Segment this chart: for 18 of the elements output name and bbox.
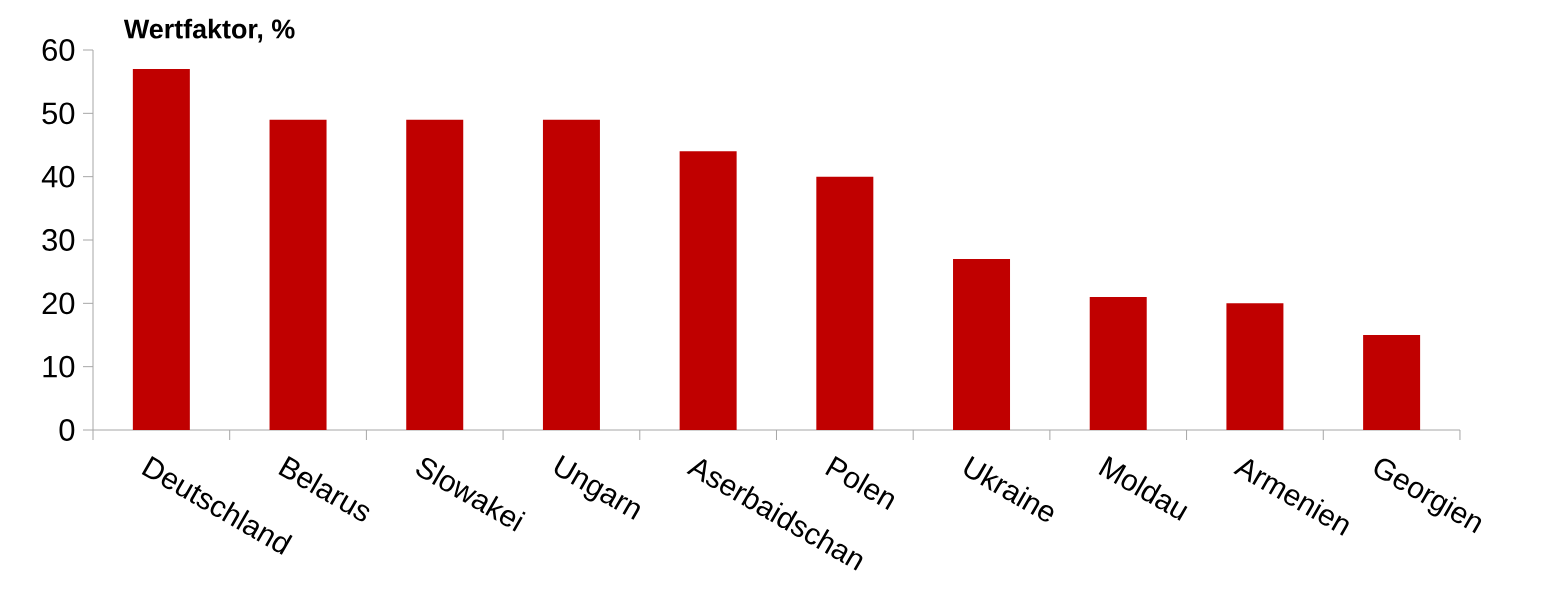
bar [132,69,190,430]
bar [816,176,874,430]
y-tick-label: 30 [42,229,75,251]
bar [406,119,464,430]
bar [679,151,737,430]
bar [953,259,1011,430]
bar [1089,297,1147,430]
bar [1363,335,1421,430]
chart-title: Wertfaktor, % [123,18,295,43]
y-tick-label: 10 [43,355,75,378]
y-tick-label: 60 [42,39,75,61]
bar [1226,303,1284,430]
y-tick-label: 40 [41,165,75,188]
bar [269,119,327,430]
y-tick-label: 0 [59,419,75,441]
y-tick-label: 20 [42,292,75,315]
y-tick-label: 50 [42,102,75,125]
bar [542,119,600,430]
